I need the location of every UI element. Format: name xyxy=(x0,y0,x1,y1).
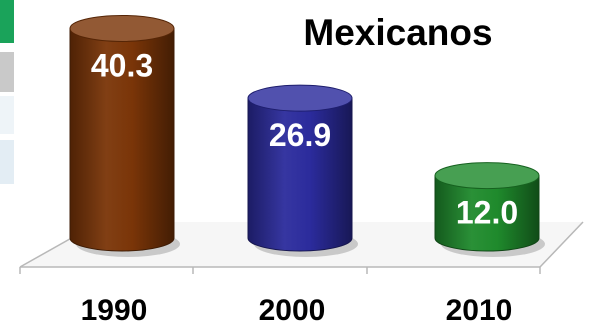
x-tick-label-1990: 1990 xyxy=(81,294,148,327)
value-label-2000: 26.9 xyxy=(269,117,331,153)
chart-title: Mexicanos xyxy=(268,12,528,54)
x-tick-label-2000: 2000 xyxy=(259,294,326,327)
value-label-1990: 40.3 xyxy=(91,47,153,83)
bar-2000 xyxy=(248,85,358,257)
value-label-2010: 12.0 xyxy=(456,195,518,231)
x-tick-label-2010: 2010 xyxy=(446,294,513,327)
